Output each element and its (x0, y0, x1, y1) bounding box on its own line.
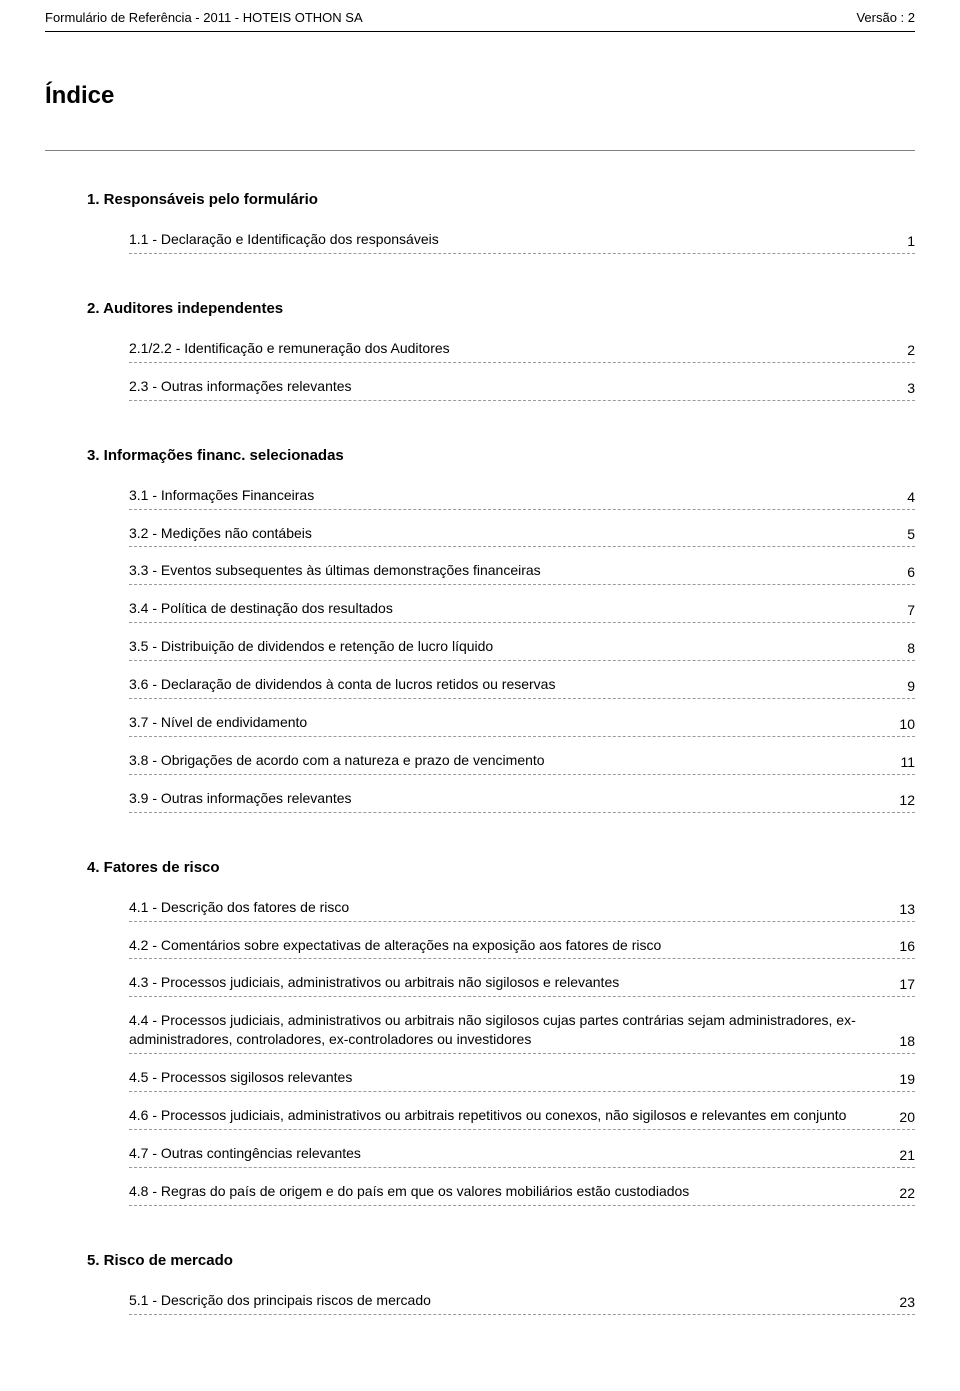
toc-entry-page: 1 (891, 233, 915, 249)
toc-entry-label: 3.4 - Política de destinação dos resulta… (129, 599, 891, 618)
toc-entry-label: 2.3 - Outras informações relevantes (129, 377, 891, 396)
header-left: Formulário de Referência - 2011 - HOTEIS… (45, 10, 363, 25)
toc-entry-label: 4.6 - Processos judiciais, administrativ… (129, 1106, 891, 1125)
toc-entry-page: 22 (891, 1185, 915, 1201)
toc-entry-page: 5 (891, 526, 915, 542)
toc-section: 2. Auditores independentes 2.1/2.2 - Iden… (45, 300, 915, 401)
toc-entry: 3.8 - Obrigações de acordo com a naturez… (129, 751, 915, 775)
toc-entry-label: 3.8 - Obrigações de acordo com a naturez… (129, 751, 891, 770)
toc-section-heading: 1. Responsáveis pelo formulário (87, 191, 915, 208)
toc-entry-label: 4.8 - Regras do país de origem e do país… (129, 1182, 891, 1201)
toc-entry: 3.1 - Informações Financeiras4 (129, 486, 915, 510)
toc-entry-label: 3.9 - Outras informações relevantes (129, 789, 891, 808)
toc-entry: 4.1 - Descrição dos fatores de risco13 (129, 898, 915, 922)
toc-entry-label: 3.2 - Medições não contábeis (129, 524, 891, 543)
toc-entry: 4.3 - Processos judiciais, administrativ… (129, 973, 915, 997)
toc-container: 1. Responsáveis pelo formulário 1.1 - Dec… (45, 191, 915, 1315)
toc-entry-page: 3 (891, 380, 915, 396)
toc-entry-label: 1.1 - Declaração e Identificação dos res… (129, 230, 891, 249)
toc-entry-page: 4 (891, 489, 915, 505)
toc-entry-page: 17 (891, 976, 915, 992)
toc-entry: 2.1/2.2 - Identificação e remuneração do… (129, 339, 915, 363)
toc-entry-label: 3.3 - Eventos subsequentes às últimas de… (129, 561, 891, 580)
toc-section: 1. Responsáveis pelo formulário 1.1 - Dec… (45, 191, 915, 254)
toc-entry-page: 11 (891, 754, 915, 770)
toc-entry-page: 10 (891, 716, 915, 732)
title-divider (45, 150, 915, 151)
toc-entry: 3.4 - Política de destinação dos resulta… (129, 599, 915, 623)
toc-entry-page: 6 (891, 564, 915, 580)
page-title: Índice (45, 82, 915, 110)
toc-entry-page: 12 (891, 792, 915, 808)
toc-section-heading: 5. Risco de mercado (87, 1252, 915, 1269)
toc-entry: 4.8 - Regras do país de origem e do país… (129, 1182, 915, 1206)
toc-section-heading: 4. Fatores de risco (87, 859, 915, 876)
toc-entry-page: 20 (891, 1109, 915, 1125)
toc-section-heading: 2. Auditores independentes (87, 300, 915, 317)
toc-entry-label: 5.1 - Descrição dos principais riscos de… (129, 1291, 891, 1310)
toc-entry-label: 3.5 - Distribuição de dividendos e reten… (129, 637, 891, 656)
page-header: Formulário de Referência - 2011 - HOTEIS… (45, 10, 915, 32)
toc-entry: 4.6 - Processos judiciais, administrativ… (129, 1106, 915, 1130)
toc-entry: 4.5 - Processos sigilosos relevantes19 (129, 1068, 915, 1092)
toc-entry-page: 9 (891, 678, 915, 694)
toc-entry: 4.7 - Outras contingências relevantes21 (129, 1144, 915, 1168)
toc-entry: 4.4 - Processos judiciais, administrativ… (129, 1011, 915, 1054)
header-right: Versão : 2 (856, 10, 915, 25)
toc-entry-label: 2.1/2.2 - Identificação e remuneração do… (129, 339, 891, 358)
toc-entry: 2.3 - Outras informações relevantes3 (129, 377, 915, 401)
toc-entry-page: 8 (891, 640, 915, 656)
toc-entry-page: 13 (891, 901, 915, 917)
toc-entry-label: 4.1 - Descrição dos fatores de risco (129, 898, 891, 917)
toc-entry: 3.7 - Nível de endividamento10 (129, 713, 915, 737)
toc-entry-label: 4.7 - Outras contingências relevantes (129, 1144, 891, 1163)
toc-entry-label: 3.1 - Informações Financeiras (129, 486, 891, 505)
toc-entry-page: 23 (891, 1294, 915, 1310)
toc-entry: 3.2 - Medições não contábeis5 (129, 524, 915, 548)
toc-entry-page: 21 (891, 1147, 915, 1163)
toc-entry: 3.9 - Outras informações relevantes12 (129, 789, 915, 813)
toc-entry: 1.1 - Declaração e Identificação dos res… (129, 230, 915, 254)
toc-entry: 3.6 - Declaração de dividendos à conta d… (129, 675, 915, 699)
toc-entry-page: 19 (891, 1071, 915, 1087)
toc-section: 5. Risco de mercado 5.1 - Descrição dos p… (45, 1252, 915, 1315)
toc-entry-label: 3.6 - Declaração de dividendos à conta d… (129, 675, 891, 694)
toc-entry-label: 4.4 - Processos judiciais, administrativ… (129, 1011, 891, 1049)
toc-entry-page: 16 (891, 938, 915, 954)
toc-section: 4. Fatores de risco 4.1 - Descrição dos f… (45, 859, 915, 1206)
toc-entry-page: 7 (891, 602, 915, 618)
toc-entry: 5.1 - Descrição dos principais riscos de… (129, 1291, 915, 1315)
toc-entry: 3.5 - Distribuição de dividendos e reten… (129, 637, 915, 661)
toc-section-heading: 3. Informações financ. selecionadas (87, 447, 915, 464)
toc-entry-label: 4.5 - Processos sigilosos relevantes (129, 1068, 891, 1087)
toc-entry: 3.3 - Eventos subsequentes às últimas de… (129, 561, 915, 585)
document-page: Formulário de Referência - 2011 - HOTEIS… (0, 0, 960, 1391)
toc-entry-page: 18 (891, 1033, 915, 1049)
toc-entry-label: 4.2 - Comentários sobre expectativas de … (129, 936, 891, 955)
toc-entry-label: 3.7 - Nível de endividamento (129, 713, 891, 732)
toc-entry-page: 2 (891, 342, 915, 358)
toc-entry: 4.2 - Comentários sobre expectativas de … (129, 936, 915, 960)
toc-entry-label: 4.3 - Processos judiciais, administrativ… (129, 973, 891, 992)
toc-section: 3. Informações financ. selecionadas 3.1 -… (45, 447, 915, 813)
